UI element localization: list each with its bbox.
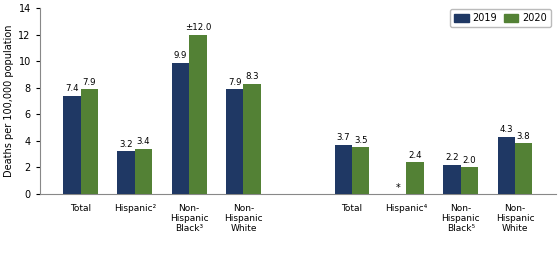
Text: ±12.0: ±12.0	[185, 23, 211, 32]
Bar	[335, 145, 352, 194]
Bar	[81, 89, 98, 194]
Bar	[63, 96, 81, 194]
Bar	[498, 137, 515, 194]
Bar	[352, 147, 370, 194]
Text: 2.0: 2.0	[463, 156, 476, 165]
Text: 3.7: 3.7	[337, 134, 350, 142]
Text: 3.5: 3.5	[354, 136, 367, 145]
Text: 7.9: 7.9	[228, 78, 241, 87]
Text: 3.4: 3.4	[137, 137, 151, 147]
Bar	[226, 89, 244, 194]
Text: 3.8: 3.8	[517, 132, 530, 141]
Bar	[135, 149, 152, 194]
Text: 4.3: 4.3	[500, 125, 513, 134]
Bar	[118, 152, 135, 194]
Text: 2.2: 2.2	[445, 153, 459, 162]
Bar	[407, 162, 424, 194]
Bar	[172, 63, 189, 194]
Text: 2.4: 2.4	[408, 151, 422, 160]
Text: 3.2: 3.2	[119, 140, 133, 149]
Legend: 2019, 2020: 2019, 2020	[450, 9, 551, 27]
Bar	[461, 167, 478, 194]
Text: 7.4: 7.4	[65, 84, 79, 93]
Text: 7.9: 7.9	[82, 78, 96, 87]
Text: *: *	[395, 183, 400, 193]
Bar	[244, 84, 261, 194]
Bar	[189, 35, 207, 194]
Text: 8.3: 8.3	[245, 72, 259, 81]
Bar	[444, 165, 461, 194]
Y-axis label: Deaths per 100,000 population: Deaths per 100,000 population	[4, 25, 14, 177]
Bar	[515, 143, 533, 194]
Text: 9.9: 9.9	[174, 51, 187, 60]
